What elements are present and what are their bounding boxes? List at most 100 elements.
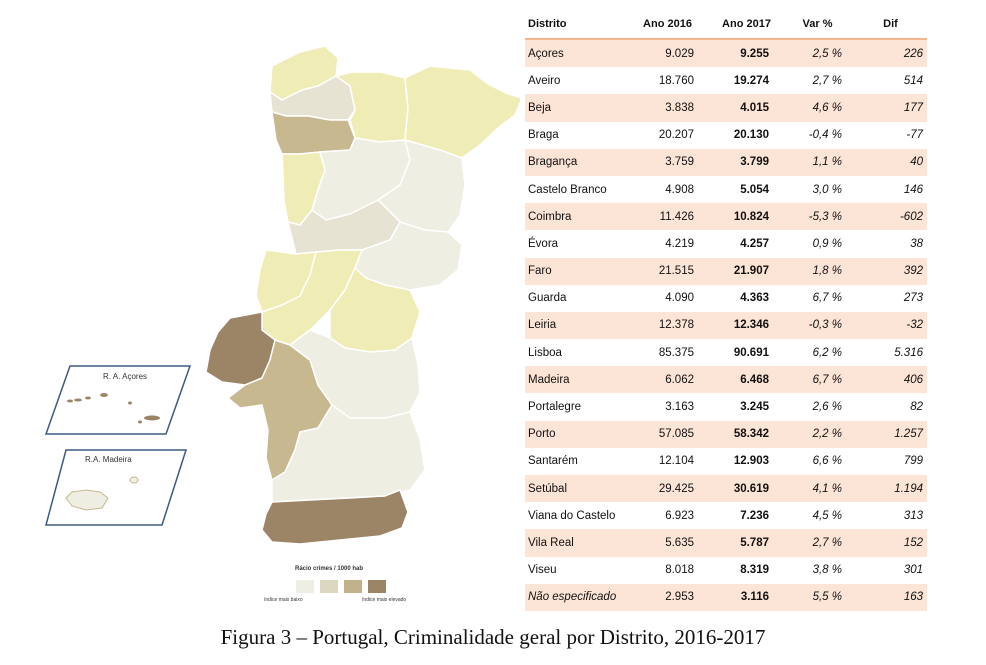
portugal-district-map: R. A. Açores R.A. Madeira Rácio crimes /…	[0, 0, 520, 620]
cell-var: -0,4 %	[808, 129, 842, 142]
table-header-row: Distrito Ano 2016 Ano 2017 Var % Dif	[525, 10, 927, 40]
cell-dif: 40	[854, 148, 927, 176]
cell-ano-2017: 3.799	[712, 148, 781, 176]
cell-ano-2016: 85.375	[658, 346, 694, 359]
cell-dif: 313	[903, 509, 923, 522]
cell-distrito: Não especificado	[525, 583, 623, 611]
cell-ano-2016: 18.760	[658, 74, 694, 87]
table-row: Évora 4.219 4.257 0,9 % 38	[525, 230, 927, 257]
table-row: Lisboa 85.375 90.691 6,2 % 5.316	[525, 339, 927, 366]
cell-ano-2016: 12.104	[658, 455, 694, 468]
cell-ano-2016: 9.029	[623, 39, 712, 68]
cell-dif: 5.316	[894, 346, 923, 359]
porto-santo-island	[129, 476, 139, 484]
cell-distrito: Viseu	[528, 564, 557, 577]
cell-dif: -32	[854, 311, 927, 340]
cell-distrito: Portalegre	[528, 401, 582, 414]
cell-ano-2017: 4.363	[740, 292, 769, 305]
cell-ano-2016: 29.425	[623, 475, 712, 503]
cell-ano-2017: 20.130	[733, 129, 769, 142]
cell-ano-2017: 30.619	[712, 475, 781, 503]
cell-ano-2016: 6.923	[665, 509, 694, 522]
table-row: Castelo Branco 4.908 5.054 3,0 % 146	[525, 176, 927, 203]
cell-distrito: Faro	[525, 257, 623, 285]
cell-dif: 226	[854, 39, 927, 68]
cell-var: 4,6 %	[781, 94, 854, 122]
cell-ano-2017: 9.255	[712, 39, 781, 68]
figure-caption: Figura 3 – Portugal, Criminalidade geral…	[220, 625, 766, 649]
cell-distrito: Porto	[525, 420, 623, 448]
cell-dif: -77	[906, 129, 923, 142]
cell-ano-2017: 58.342	[712, 420, 781, 448]
cell-distrito: Castelo Branco	[528, 183, 607, 196]
cell-dif: 392	[854, 257, 927, 285]
table-row: Não especificado 2.953 3.116 5,5 % 163	[525, 583, 927, 611]
legend-title: Rácio crimes / 1000 hab	[295, 566, 364, 572]
cell-distrito: Vila Real	[525, 529, 623, 557]
crime-table: Distrito Ano 2016 Ano 2017 Var % Dif Aço…	[525, 10, 927, 611]
cell-dif: -602	[854, 203, 927, 231]
cell-var: 2,5 %	[781, 39, 854, 68]
header-var: Var %	[781, 10, 854, 40]
cell-ano-2016: 57.085	[623, 420, 712, 448]
cell-ano-2016: 2.953	[623, 583, 712, 611]
cell-ano-2016: 4.090	[665, 292, 694, 305]
header-dif: Dif	[854, 10, 927, 40]
cell-var: 6,7 %	[812, 292, 842, 305]
cell-dif: 301	[903, 564, 923, 577]
legend-swatch-2	[320, 580, 338, 593]
header-ano-2016: Ano 2016	[623, 10, 712, 40]
cell-distrito: Leiria	[525, 311, 623, 340]
cell-ano-2017: 5.787	[712, 529, 781, 557]
cell-var: 1,8 %	[781, 257, 854, 285]
cell-ano-2016: 4.908	[665, 183, 694, 196]
cell-distrito: Guarda	[528, 292, 567, 305]
cell-distrito: Aveiro	[528, 74, 561, 87]
cell-dif: 152	[854, 529, 927, 557]
cell-distrito: Braga	[528, 129, 559, 142]
table-row: Aveiro 18.760 19.274 2,7 % 514	[525, 67, 927, 94]
cell-ano-2017: 3.245	[740, 401, 769, 414]
cell-distrito: Madeira	[525, 366, 623, 394]
legend-high-label: índice mais elevado	[362, 597, 407, 603]
cell-distrito: Viana do Castelo	[528, 509, 616, 522]
table-row: Bragança 3.759 3.799 1,1 % 40	[525, 148, 927, 176]
cell-ano-2017: 7.236	[740, 509, 769, 522]
table-row: Viseu 8.018 8.319 3,8 % 301	[525, 557, 927, 584]
cell-dif: 82	[910, 401, 923, 414]
inset-acores-label: R. A. Açores	[103, 372, 148, 381]
legend-swatch-1	[296, 580, 314, 593]
table-row: Porto 57.085 58.342 2,2 % 1.257	[525, 420, 927, 448]
cell-dif: 38	[910, 237, 923, 250]
cell-var: 0,9 %	[812, 237, 842, 250]
cell-distrito: Açores	[525, 39, 623, 68]
cell-var: 4,5 %	[812, 509, 842, 522]
cell-ano-2016: 8.018	[665, 564, 694, 577]
cell-ano-2017: 3.116	[712, 583, 781, 611]
cell-ano-2016: 6.062	[623, 366, 712, 394]
cell-ano-2016: 4.219	[665, 237, 694, 250]
cell-ano-2017: 4.015	[712, 94, 781, 122]
table-row: Santarém 12.104 12.903 6,6 % 799	[525, 448, 927, 475]
cell-var: 2,7 %	[781, 529, 854, 557]
cell-var: 1,1 %	[781, 148, 854, 176]
cell-ano-2017: 90.691	[733, 346, 769, 359]
cell-var: 5,5 %	[781, 583, 854, 611]
cell-ano-2016: 5.635	[623, 529, 712, 557]
cell-dif: 146	[903, 183, 923, 196]
cell-ano-2017: 19.274	[733, 74, 769, 87]
region-faro	[261, 489, 409, 545]
cell-var: 2,7 %	[812, 74, 842, 87]
legend-swatch-4	[368, 580, 386, 593]
cell-distrito: Bragança	[525, 148, 623, 176]
cell-distrito: Évora	[528, 237, 559, 250]
cell-ano-2017: 12.346	[712, 311, 781, 340]
cell-ano-2017: 10.824	[712, 203, 781, 231]
cell-ano-2016: 20.207	[658, 129, 694, 142]
table-row: Guarda 4.090 4.363 6,7 % 273	[525, 285, 927, 312]
table-row: Coimbra 11.426 10.824 -5,3 % -602	[525, 203, 927, 231]
cell-var: 4,1 %	[781, 475, 854, 503]
inset-madeira-label: R.A. Madeira	[85, 455, 132, 464]
cell-dif: 406	[854, 366, 927, 394]
table-body: Açores 9.029 9.255 2,5 % 226 Aveiro 18.760 19.2…	[525, 39, 927, 611]
